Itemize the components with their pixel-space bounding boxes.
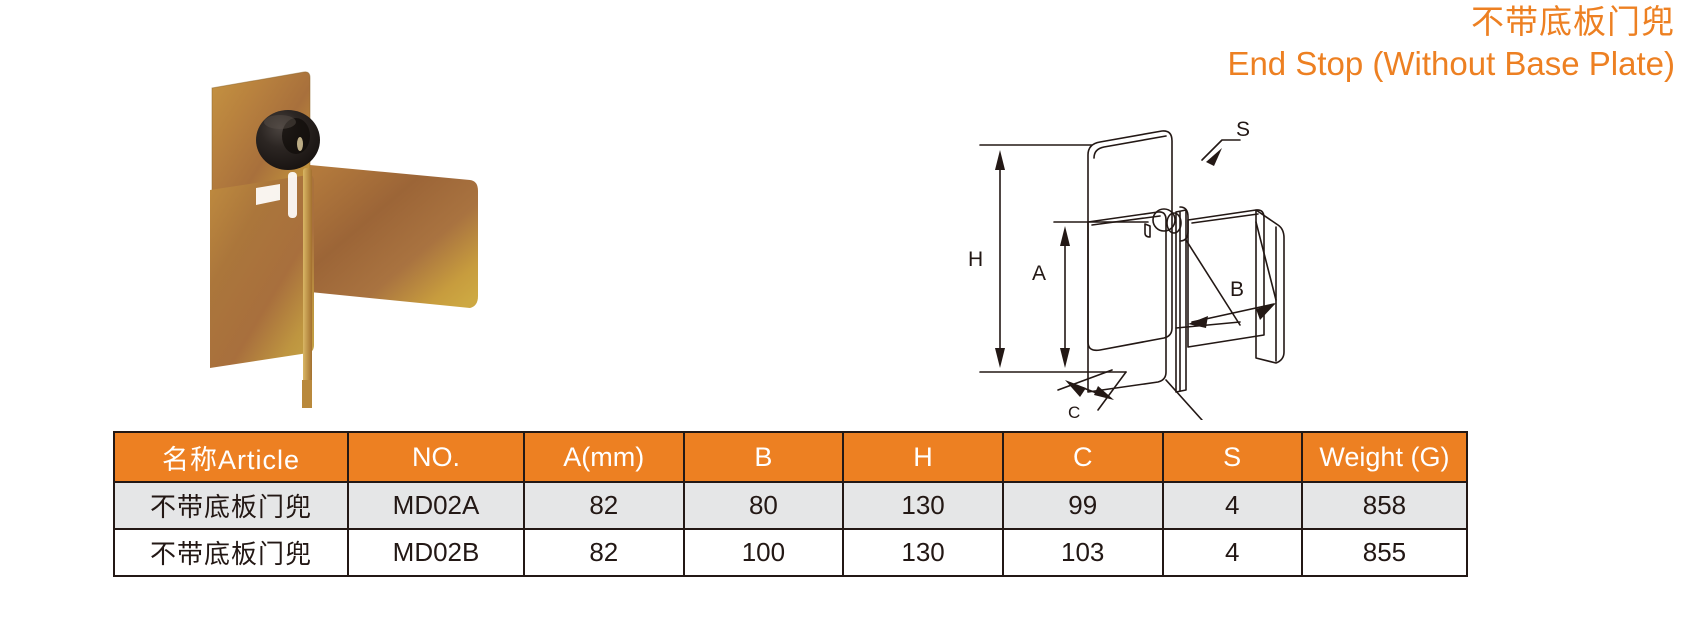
back-plate-outline — [1087, 130, 1173, 352]
spec-table: 名称Article NO. A(mm) B H C S Weight (G) 不… — [112, 431, 1469, 577]
b-ext-line — [1175, 321, 1241, 329]
right-wing-plate — [310, 165, 478, 308]
col-header-b: B — [682, 431, 845, 483]
arrow-a-down — [1060, 348, 1070, 368]
front-plate-outline — [1087, 211, 1167, 393]
front-plate-thickness — [1091, 215, 1161, 226]
bumper-highlight — [297, 137, 303, 151]
bumper-shadow — [282, 118, 310, 154]
bottom-stub — [302, 380, 312, 408]
col-header-article: 名称Article — [112, 431, 350, 483]
roller-circle — [1152, 208, 1176, 232]
cell-b: 100 — [682, 528, 845, 577]
roller-ellipse — [1166, 212, 1182, 234]
construction-line-2 — [1255, 221, 1277, 301]
cell-article: 不带底板门兜 — [112, 481, 350, 530]
front-plate — [210, 174, 314, 368]
arrow-c-left — [1065, 380, 1086, 397]
cell-weight: 855 — [1300, 528, 1469, 577]
cell-s: 4 — [1161, 528, 1303, 577]
cell-c: 103 — [1001, 528, 1164, 577]
cell-b: 80 — [682, 481, 845, 530]
c-ext-line-1 — [1057, 369, 1113, 391]
dim-label-a: A — [1032, 262, 1046, 285]
arrow-a-up — [1060, 226, 1070, 246]
arrow-s — [1206, 148, 1222, 166]
back-plate-thickness — [1093, 135, 1167, 159]
cell-h: 130 — [842, 528, 1004, 577]
cell-a: 82 — [522, 481, 685, 530]
arrow-h-down — [995, 348, 1005, 368]
arrow-b-right — [1256, 303, 1276, 320]
cell-h: 130 — [842, 481, 1004, 530]
dimension-arrowheads — [995, 148, 1276, 400]
col-header-s: S — [1161, 431, 1303, 483]
arrow-c-right — [1094, 386, 1114, 400]
cell-no: MD02A — [347, 481, 525, 530]
slot-cutout-2 — [288, 172, 297, 218]
pin-detail — [1144, 223, 1151, 238]
cell-no: MD02B — [347, 528, 525, 577]
construction-line-1 — [1185, 239, 1241, 326]
cell-weight: 858 — [1300, 481, 1469, 530]
connecting-strip — [1175, 209, 1187, 393]
technical-drawing: H A S B C — [940, 100, 1360, 422]
dim-label-h: H — [968, 248, 983, 271]
cell-c: 99 — [1001, 481, 1164, 530]
cell-article: 不带底板门兜 — [112, 528, 350, 577]
cell-s: 4 — [1161, 481, 1303, 530]
table-row: 不带底板门兜 MD02A 82 80 130 99 4 858 — [112, 481, 1469, 530]
product-photo-image — [210, 71, 478, 408]
dim-label-b: B — [1230, 278, 1244, 301]
far-right-plate — [1255, 209, 1285, 364]
c-ext-line-2 — [1097, 371, 1127, 411]
arrow-h-up — [995, 150, 1005, 170]
page-title-chinese: 不带底板门兜 — [1471, 2, 1675, 41]
table-header-row: 名称Article NO. A(mm) B H C S Weight (G) — [112, 431, 1469, 483]
technical-drawing-svg: H A S B C — [968, 118, 1285, 422]
title-block: 不带底板门兜 End Stop (Without Base Plate) — [1227, 2, 1675, 83]
dim-label-c: C — [1068, 403, 1080, 420]
arrow-b-left — [1188, 316, 1208, 328]
col-header-h: H — [842, 431, 1004, 483]
right-wing-thickness — [1191, 213, 1259, 224]
construction-line-3 — [1165, 379, 1203, 421]
col-header-c: C — [1001, 431, 1164, 483]
cell-a: 82 — [522, 528, 685, 577]
col-header-weight: Weight (G) — [1300, 431, 1469, 483]
connecting-tab — [303, 168, 312, 388]
col-header-no: NO. — [347, 431, 525, 483]
slot-cutout — [256, 184, 280, 205]
s-leader — [1201, 139, 1241, 161]
page-title-english: End Stop (Without Base Plate) — [1227, 44, 1675, 82]
spec-table-container: 名称Article NO. A(mm) B H C S Weight (G) 不… — [112, 431, 1469, 577]
product-photo — [170, 60, 500, 410]
dim-label-s: S — [1236, 118, 1250, 141]
table-row: 不带底板门兜 MD02B 82 100 130 103 4 855 — [112, 528, 1469, 577]
bumper-gloss — [264, 115, 296, 129]
col-header-a: A(mm) — [522, 431, 685, 483]
